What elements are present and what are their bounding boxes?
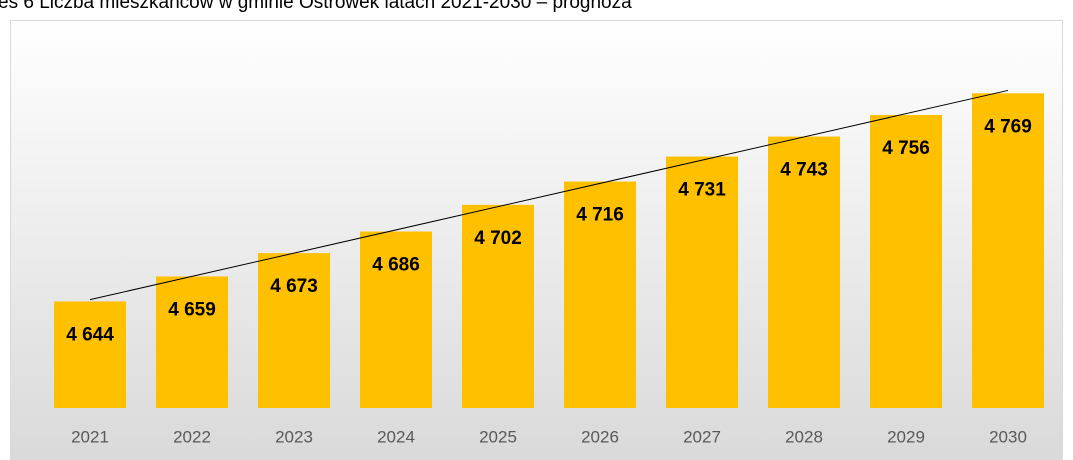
bar — [54, 301, 126, 408]
x-tick-label: 2022 — [173, 427, 211, 446]
data-label: 4 716 — [576, 205, 624, 226]
x-tick-label: 2021 — [71, 427, 109, 446]
x-tick-label: 2025 — [479, 427, 517, 446]
data-label: 4 644 — [66, 324, 114, 345]
bar — [258, 253, 330, 408]
x-tick-label: 2030 — [989, 427, 1027, 446]
x-tick-label: 2023 — [275, 427, 313, 446]
bar — [870, 114, 942, 408]
bar — [564, 181, 636, 408]
trend-line — [89, 89, 1009, 301]
bar — [666, 156, 738, 408]
bar — [360, 231, 432, 408]
bar — [462, 204, 534, 408]
data-label: 4 769 — [984, 116, 1032, 137]
data-label: 4 702 — [474, 228, 522, 249]
data-label: 4 756 — [882, 138, 930, 159]
x-tick-label: 2029 — [887, 427, 925, 446]
x-tick-label: 2028 — [785, 427, 823, 446]
data-label: 4 686 — [372, 255, 420, 276]
x-tick-label: 2024 — [377, 427, 415, 446]
bar — [768, 136, 840, 408]
data-label: 4 731 — [678, 180, 726, 201]
bar — [156, 276, 228, 408]
x-tick-label: 2026 — [581, 427, 619, 446]
x-tick-label: 2027 — [683, 427, 721, 446]
data-label: 4 743 — [780, 160, 828, 181]
data-label: 4 659 — [168, 299, 216, 320]
data-label: 4 673 — [270, 276, 318, 297]
chart-title: es 6 Liczba mieszkańców w gminie Ostrówe… — [0, 0, 632, 13]
bar — [972, 93, 1044, 409]
